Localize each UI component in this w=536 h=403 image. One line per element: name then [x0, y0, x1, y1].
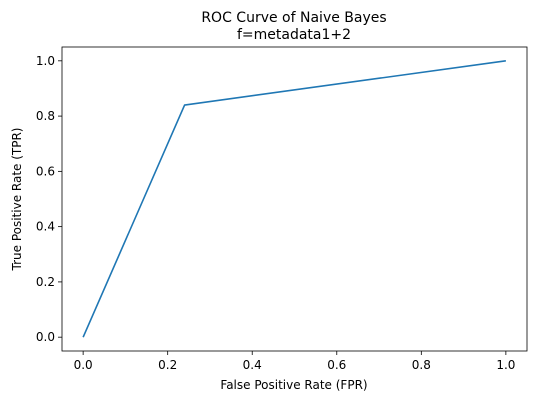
plot-frame: [61, 46, 528, 352]
y-tick-label: 1.0: [36, 54, 55, 68]
x-tick-label: 0.0: [74, 358, 93, 372]
y-tick-label: 0.8: [36, 109, 55, 123]
y-tick-label: 0.4: [36, 220, 55, 234]
x-tick-label: 1.0: [496, 358, 515, 372]
x-tick-label: 0.2: [158, 358, 177, 372]
y-tick-label: 0.0: [36, 330, 55, 344]
chart-title: ROC Curve of Naive Bayes: [201, 10, 386, 26]
chart-subtitle: f=metadata1+2: [237, 27, 351, 43]
y-tick-label: 0.6: [36, 164, 55, 178]
x-tick-label: 0.8: [412, 358, 431, 372]
y-axis-label: True Positive Rate (TPR): [10, 128, 24, 272]
x-tick-label: 0.4: [243, 358, 262, 372]
roc-curve-line: [82, 60, 506, 338]
x-tick-label: 0.6: [327, 358, 346, 372]
x-axis-label: False Positive Rate (FPR): [220, 378, 367, 392]
y-tick-label: 0.2: [36, 275, 55, 289]
